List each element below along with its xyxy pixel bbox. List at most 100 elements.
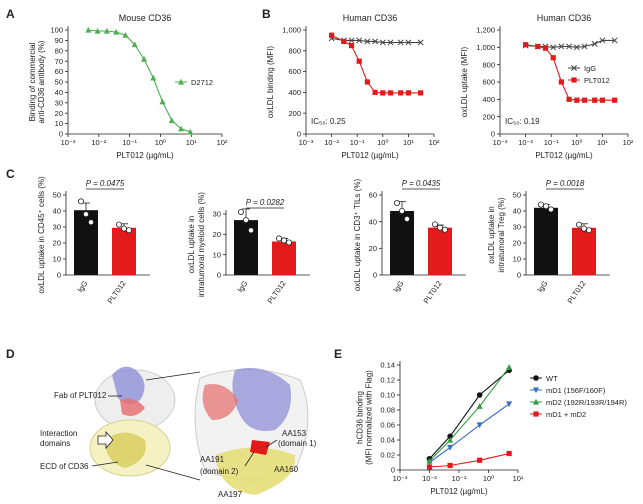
- label-interaction: Interaction: [40, 429, 77, 438]
- label-ecd: ECD of CD36: [40, 462, 89, 471]
- y-tick-label: 90: [55, 36, 63, 45]
- x-tick-label: 10⁻¹: [350, 138, 365, 147]
- series-line: [429, 369, 510, 460]
- data-point: [398, 207, 405, 214]
- x-tick-label: 10⁻¹: [452, 474, 467, 483]
- chart-title: Mouse CD36: [119, 13, 172, 23]
- x-tick-label: 10¹: [403, 138, 414, 147]
- data-point: [599, 37, 606, 44]
- x-tick-label: 10⁻²: [518, 138, 533, 147]
- y-tick-label: 0: [217, 271, 221, 280]
- label-fab: Fab of PLT012: [54, 391, 107, 400]
- x-tick-label: 10⁰: [483, 474, 494, 483]
- legend-entry: D2712: [191, 78, 213, 87]
- data-point: [476, 422, 483, 429]
- y-tick-label: 80: [55, 46, 63, 55]
- data-point: [103, 27, 110, 34]
- chart-title: Human CD36: [537, 13, 592, 23]
- legend-entry: PLT012: [584, 76, 610, 85]
- data-point: [405, 39, 412, 46]
- data-point: [426, 464, 433, 470]
- p-value: P = 0.0018: [546, 179, 585, 188]
- chart-c3: 0 20 40 60 oxLDL uptake in CD3⁺ TILs (%) IgG P…: [353, 179, 466, 305]
- y-tick-label: 1,000: [476, 43, 495, 52]
- data-point: [380, 90, 386, 96]
- data-point: [280, 237, 287, 244]
- data-point: [372, 89, 378, 95]
- y-tick-label: 50: [53, 191, 61, 200]
- legend-marker: [533, 387, 539, 394]
- y-tick-label: 40: [53, 207, 61, 216]
- y-tick-label: 800: [288, 46, 301, 55]
- y-tick-label: 0.14: [380, 361, 395, 370]
- legend: D2712: [175, 78, 213, 87]
- data-point: [113, 28, 120, 35]
- y-tick-label: 0: [57, 271, 61, 280]
- y-tick-label: 40: [513, 207, 521, 216]
- chart-title: Human CD36: [343, 13, 398, 23]
- panel-label-a: A: [6, 7, 15, 21]
- data-point: [542, 45, 549, 51]
- series-line: [429, 366, 510, 462]
- data-point: [94, 27, 101, 34]
- x-axis-label: PLT012 (µg/mL): [116, 151, 174, 160]
- data-point: [78, 198, 85, 205]
- data-point: [476, 392, 483, 398]
- data-point: [543, 203, 550, 210]
- series-line: [429, 403, 510, 463]
- x-tick-label: 10⁻³: [61, 138, 76, 147]
- legend-entry: WT: [546, 374, 558, 383]
- data-point: [548, 206, 555, 213]
- category-label: IgG: [391, 279, 405, 294]
- data-point: [417, 39, 424, 46]
- data-point: [506, 364, 513, 370]
- y-tick-label: 30: [213, 210, 221, 219]
- data-point: [247, 227, 254, 234]
- data-point: [122, 32, 129, 38]
- y-tick-label: 40: [369, 217, 377, 226]
- panel-label-e: E: [334, 347, 342, 361]
- bar-plt012: [428, 227, 452, 275]
- data-point: [550, 55, 556, 61]
- chart-b2: 10⁻³ 10⁻² 10⁻¹ 10⁰ 10¹ 10² 0 200 400 600 800 1,000 1…: [460, 13, 634, 160]
- panel-label-c: C: [6, 167, 15, 181]
- structure-illustration: Fab of PLT012 Interaction domains ECD of…: [40, 366, 317, 499]
- data-point: [566, 96, 572, 102]
- data-point: [393, 199, 400, 206]
- legend: WT mD1 (156F/160F) mD2 (192R/193R/194R) mD1…: [530, 374, 627, 419]
- y-axis-label: Binding of commercial: [28, 42, 37, 121]
- structure-overview: [89, 366, 176, 477]
- data-point: [441, 226, 448, 233]
- chart-e: 10⁻³ 10⁻² 10⁻¹ 10⁰ 10¹ 0 0.02 0.04 0.06 0.08 0.10 0…: [355, 361, 627, 496]
- data-point: [558, 79, 564, 85]
- y-tick-label: 50: [55, 78, 63, 87]
- data-point: [356, 37, 363, 44]
- data-point: [576, 221, 583, 228]
- y-tick-label: 1,000: [282, 26, 301, 35]
- y-tick-label: 60: [369, 191, 377, 200]
- data-point: [566, 43, 573, 50]
- data-point: [506, 450, 512, 457]
- x-tick-label: 10¹: [186, 138, 197, 147]
- ic50-annotation: IC₅₀: 0.19: [505, 117, 540, 126]
- category-label: IgG: [235, 279, 249, 294]
- zoom-line-bottom: [145, 464, 201, 481]
- data-point: [599, 97, 605, 103]
- data-point: [159, 98, 166, 105]
- x-tick-label: 10⁰: [155, 138, 166, 147]
- data-point: [477, 457, 483, 463]
- bar-plt012: [272, 241, 296, 275]
- chart-c2: 0 10 20 30 oxLDL uptake in intratumoral myelo…: [187, 192, 310, 305]
- data-point: [535, 43, 541, 50]
- x-tick-label: 10⁻³: [299, 138, 314, 147]
- data-point: [397, 39, 404, 46]
- y-tick-label: 800: [482, 60, 495, 69]
- y-tick-label: 30: [513, 223, 521, 232]
- y-axis-label: hCD36 binding: [355, 391, 364, 444]
- y-tick-label: 70: [55, 57, 63, 66]
- data-point: [574, 97, 580, 103]
- y-tick-label: 20: [55, 109, 63, 118]
- y-tick-label: 30: [55, 98, 63, 107]
